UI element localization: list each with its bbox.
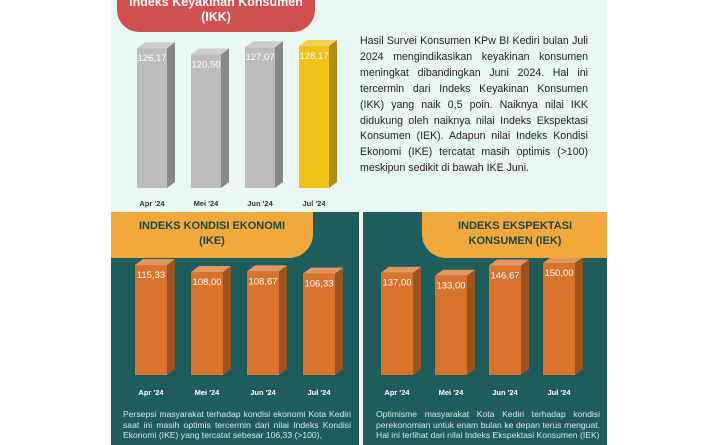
ikk-bar-side xyxy=(275,41,283,189)
ikk-category-label: Jun '24 xyxy=(247,199,273,208)
iek-bar-side xyxy=(521,259,529,375)
ike-bar-front xyxy=(191,271,223,375)
iek-note: Optimisme masyarakat Kota Kediri terhada… xyxy=(376,409,600,441)
ike-value-label: 108,67 xyxy=(248,276,277,287)
panel-divider xyxy=(359,212,363,445)
ikk-chart: 126,17 Apr '24 120,50 Mei '24 127,07 Jun '24 1… xyxy=(137,40,337,208)
iek-bar xyxy=(489,259,529,375)
iek-bar-side xyxy=(467,269,475,375)
ikk-category-label: Mei '24 xyxy=(194,199,220,208)
iek-value-label: 133,00 xyxy=(436,281,465,292)
ike-value-label: 115,33 xyxy=(137,270,165,281)
iek-bar xyxy=(435,269,475,375)
ike-bar-top xyxy=(303,267,343,274)
iek-title: INDEKS EKSPEKTASI KONSUMEN (IEK) xyxy=(422,212,607,258)
iek-title-line1: INDEKS EKSPEKTASI xyxy=(457,220,573,232)
ike-value-label: 108,00 xyxy=(192,277,221,288)
ike-bar-side xyxy=(279,265,287,375)
ike-title: INDEKS KONDISI EKONOMI (IKE) xyxy=(111,212,313,258)
iek-value-label: 150,00 xyxy=(544,268,573,279)
ikk-value-label: 127,07 xyxy=(245,52,274,63)
ikk-bar-top xyxy=(245,41,283,48)
iek-bar-front xyxy=(489,265,521,375)
ikk-description: Hasil Survei Konsumen KPw BI Kediri bula… xyxy=(360,35,588,175)
ike-category-label: Mei '24 xyxy=(195,388,221,397)
ike-bar-front xyxy=(135,265,167,375)
ike-chart: 115,33 Apr '24 108,00 Mei '24 108,67 Jun '24 1… xyxy=(135,259,343,397)
ikk-value-label: 126,17 xyxy=(137,53,166,64)
iek-bar-side xyxy=(413,266,421,375)
iek-bar-top xyxy=(381,266,421,273)
ike-title-line2: (IKE) xyxy=(199,235,225,247)
iek-category-label: Jun '24 xyxy=(492,388,518,397)
iek-value-label: 137,00 xyxy=(382,278,411,289)
iek-bar-front xyxy=(543,263,575,375)
ikk-category-label: Apr '24 xyxy=(139,199,165,208)
ikk-category-label: Jul '24 xyxy=(302,199,326,208)
ikk-bar-side xyxy=(329,40,337,188)
iek-title-line2: KONSUMEN (IEK) xyxy=(468,235,562,247)
ikk-bar-side xyxy=(221,48,229,188)
ike-title-line1: INDEKS KONDISI EKONOMI xyxy=(138,220,286,232)
iek-bar xyxy=(543,257,583,375)
ikk-bar-top xyxy=(299,40,337,46)
ike-note: Persepsi masyarakat terhadap kondisi eko… xyxy=(123,409,351,441)
ikk-bar-top xyxy=(137,42,175,49)
ikk-bar xyxy=(245,41,283,189)
iek-category-label: Mei '24 xyxy=(439,388,465,397)
ikk-bar xyxy=(299,40,337,188)
ike-bar-side xyxy=(167,259,175,375)
iek-bar-top xyxy=(435,269,475,276)
iek-category-label: Apr '24 xyxy=(384,388,410,397)
ike-bar xyxy=(135,259,175,375)
ikk-title-line1: Indeks Keyakinan Konsumen xyxy=(129,0,303,9)
ike-bar-top xyxy=(247,265,287,272)
ikk-bar-front xyxy=(299,46,329,188)
ike-bar-front xyxy=(303,273,335,375)
iek-bar-front xyxy=(381,272,413,375)
ike-bar xyxy=(247,265,287,375)
iek-bar-front xyxy=(435,275,467,375)
ike-category-label: Jul '24 xyxy=(307,388,331,397)
infographic: 126,17 Apr '24 120,50 Mei '24 127,07 Jun '24 1… xyxy=(111,0,607,445)
ikk-bar-top xyxy=(191,48,229,55)
ike-bar xyxy=(303,267,343,375)
ikk-value-label: 120,50 xyxy=(191,59,220,70)
ike-bar-side xyxy=(335,267,343,375)
ike-bar xyxy=(191,265,231,375)
iek-bar-side xyxy=(575,257,583,375)
iek-category-label: Jul '24 xyxy=(547,388,571,397)
iek-bar-top xyxy=(543,257,583,263)
ikk-bar-side xyxy=(167,42,175,189)
ike-bar-side xyxy=(223,265,231,375)
ike-category-label: Apr '24 xyxy=(138,388,164,397)
ikk-title: Indeks Keyakinan Konsumen (IKK) xyxy=(117,0,315,32)
ike-bar-top xyxy=(191,265,231,272)
iek-bar xyxy=(381,266,421,375)
ikk-value-label: 128,17 xyxy=(299,51,328,62)
ike-category-label: Jun '24 xyxy=(250,388,276,397)
ikk-bar-front xyxy=(245,47,275,189)
ikk-bar xyxy=(137,42,175,189)
iek-chart: 137,00 Apr '24 133,00 Mei '24 146,67 Jun '24 1… xyxy=(381,257,583,397)
ikk-title-line2: (IKK) xyxy=(201,10,231,24)
ike-value-label: 106,33 xyxy=(304,279,333,290)
ike-bar-top xyxy=(135,259,175,265)
iek-bar-top xyxy=(489,259,529,266)
ikk-bar-front xyxy=(191,54,221,188)
ikk-bar-front xyxy=(137,48,167,189)
ikk-bar xyxy=(191,48,229,188)
iek-value-label: 146,67 xyxy=(490,270,519,281)
ike-bar-front xyxy=(247,271,279,375)
